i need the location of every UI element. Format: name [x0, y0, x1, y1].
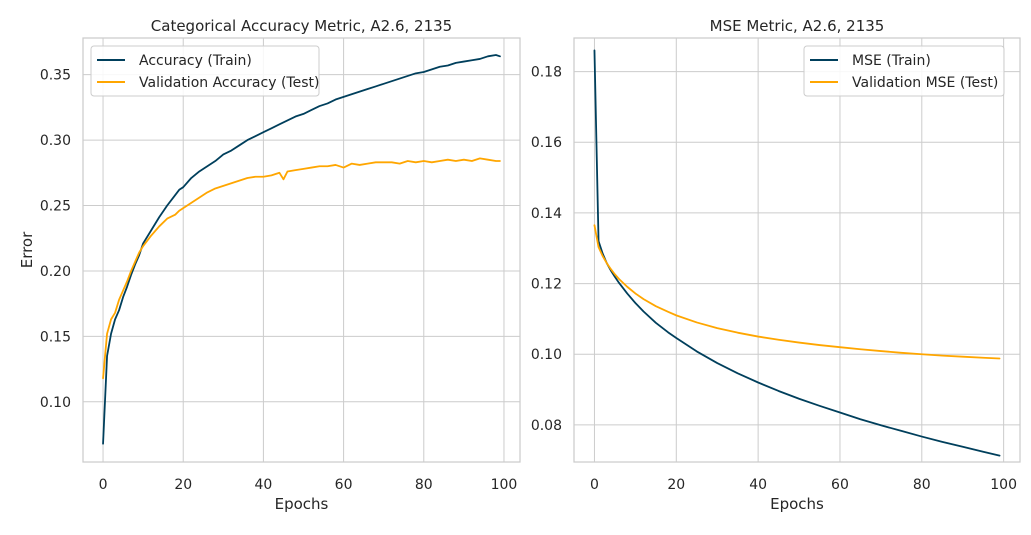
legend-label: Validation Accuracy (Test) [139, 75, 319, 91]
y-tick-label: 0.12 [531, 277, 562, 293]
chart-panel-1: 0 20 40 60 80 100 0.10 0.15 0.20 0.25 0.30 0.35 Cate… [18, 17, 521, 513]
y-tick-label: 0.14 [531, 206, 562, 222]
plot-area [83, 38, 520, 462]
legend-label: MSE (Train) [852, 53, 931, 69]
x-tick-label: 40 [749, 477, 767, 493]
plot-frame [573, 37, 1021, 463]
legend-box [803, 45, 1005, 97]
x-tick-label: 80 [415, 477, 433, 493]
y-tick-label: 0.25 [40, 199, 71, 215]
x-tick-label: 40 [254, 477, 272, 493]
chart-title: Categorical Accuracy Metric, A2.6, 2135 [151, 17, 452, 35]
y-tick-label: 0.10 [531, 347, 562, 363]
series-line-test [593, 224, 1001, 360]
y-tick-label: 0.16 [531, 135, 562, 151]
y-tick-label: 0.20 [40, 264, 71, 280]
legend: Accuracy (Train) Validation Accuracy (Tes… [90, 45, 320, 97]
x-tick-label: 20 [667, 477, 685, 493]
x-tick-label: 20 [174, 477, 192, 493]
x-tick-label: 100 [990, 477, 1017, 493]
y-tick-label: 0.15 [40, 329, 71, 345]
legend: MSE (Train) Validation MSE (Test) [803, 45, 1005, 97]
y-tick-label: 0.08 [531, 418, 562, 434]
y-tick-label: 0.30 [40, 133, 71, 149]
x-tick-label: 80 [913, 477, 931, 493]
chart-title: MSE Metric, A2.6, 2135 [710, 17, 885, 35]
series-line-train [593, 49, 1001, 457]
x-tick-label: 0 [590, 477, 599, 493]
plot-frame [82, 37, 521, 463]
x-tick-label: 0 [99, 477, 108, 493]
x-tick-label: 60 [831, 477, 849, 493]
x-axis-label: Epochs [275, 495, 329, 513]
x-axis-label: Epochs [770, 495, 824, 513]
y-tick-label: 0.35 [40, 68, 71, 84]
legend-label: Accuracy (Train) [139, 53, 252, 69]
legend-label: Validation MSE (Test) [852, 75, 998, 91]
y-tick-label: 0.10 [40, 395, 71, 411]
legend-box [90, 45, 320, 97]
chart-panel-2: 0 20 40 60 80 100 0.08 0.10 0.12 0.14 0.16 0.18 MSE … [531, 17, 1021, 513]
series-line-test [102, 157, 501, 380]
y-tick-label: 0.18 [531, 65, 562, 81]
x-tick-label: 100 [491, 477, 518, 493]
plot-area [574, 38, 1020, 462]
x-tick-label: 60 [335, 477, 353, 493]
y-axis-label: Error [18, 231, 36, 268]
